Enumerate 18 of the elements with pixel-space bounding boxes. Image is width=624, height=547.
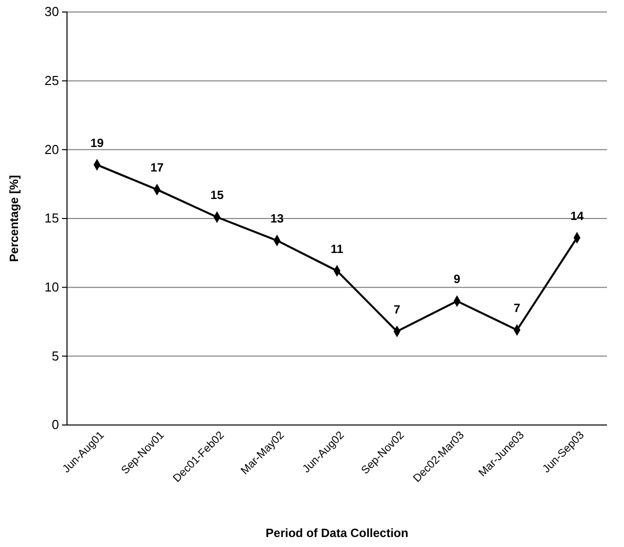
data-label: 17 bbox=[150, 160, 164, 175]
data-label: 19 bbox=[90, 136, 104, 150]
y-tick-label: 25 bbox=[44, 72, 59, 88]
y-tick-label: 20 bbox=[44, 142, 59, 157]
data-label: 7 bbox=[394, 302, 401, 316]
data-label: 11 bbox=[330, 242, 344, 256]
y-tick-label: 0 bbox=[52, 417, 59, 432]
data-label: 9 bbox=[454, 272, 461, 286]
y-tick-label: 10 bbox=[44, 279, 59, 294]
data-label: 13 bbox=[270, 212, 284, 226]
data-label: 7 bbox=[514, 301, 521, 316]
x-axis-title: Period of Data Collection bbox=[266, 526, 408, 540]
y-tick-label: 15 bbox=[44, 210, 59, 226]
data-label: 15 bbox=[210, 188, 224, 202]
data-label: 14 bbox=[570, 208, 584, 223]
y-tick-label: 5 bbox=[52, 348, 59, 364]
y-axis-title: Percentage [%] bbox=[7, 175, 21, 262]
y-tick-label: 30 bbox=[44, 4, 59, 20]
